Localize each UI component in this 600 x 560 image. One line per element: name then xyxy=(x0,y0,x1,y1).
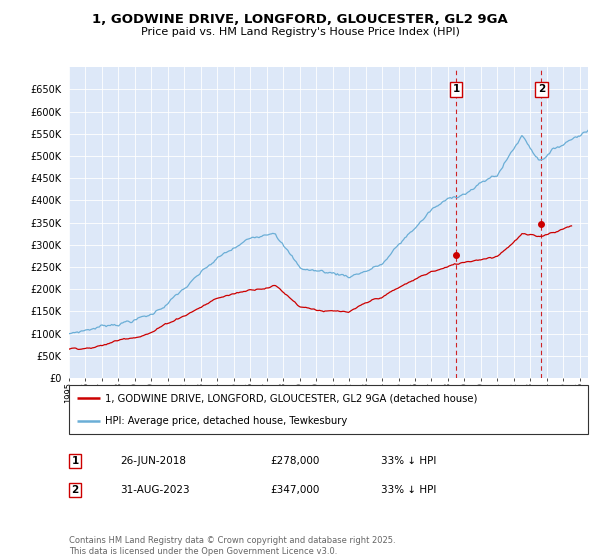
Text: 2: 2 xyxy=(71,485,79,495)
Text: 1: 1 xyxy=(71,456,79,466)
Text: 33% ↓ HPI: 33% ↓ HPI xyxy=(381,456,436,466)
Text: 1, GODWINE DRIVE, LONGFORD, GLOUCESTER, GL2 9GA: 1, GODWINE DRIVE, LONGFORD, GLOUCESTER, … xyxy=(92,13,508,26)
Text: 1, GODWINE DRIVE, LONGFORD, GLOUCESTER, GL2 9GA (detached house): 1, GODWINE DRIVE, LONGFORD, GLOUCESTER, … xyxy=(106,393,478,403)
Text: 1: 1 xyxy=(452,85,460,95)
Text: £278,000: £278,000 xyxy=(270,456,319,466)
Text: 26-JUN-2018: 26-JUN-2018 xyxy=(120,456,186,466)
Text: HPI: Average price, detached house, Tewkesbury: HPI: Average price, detached house, Tewk… xyxy=(106,416,347,426)
Text: 31-AUG-2023: 31-AUG-2023 xyxy=(120,485,190,495)
FancyBboxPatch shape xyxy=(69,385,588,434)
Text: 2: 2 xyxy=(538,85,545,95)
Text: Contains HM Land Registry data © Crown copyright and database right 2025.
This d: Contains HM Land Registry data © Crown c… xyxy=(69,536,395,556)
Text: 33% ↓ HPI: 33% ↓ HPI xyxy=(381,485,436,495)
Text: £347,000: £347,000 xyxy=(270,485,319,495)
Text: Price paid vs. HM Land Registry's House Price Index (HPI): Price paid vs. HM Land Registry's House … xyxy=(140,27,460,38)
